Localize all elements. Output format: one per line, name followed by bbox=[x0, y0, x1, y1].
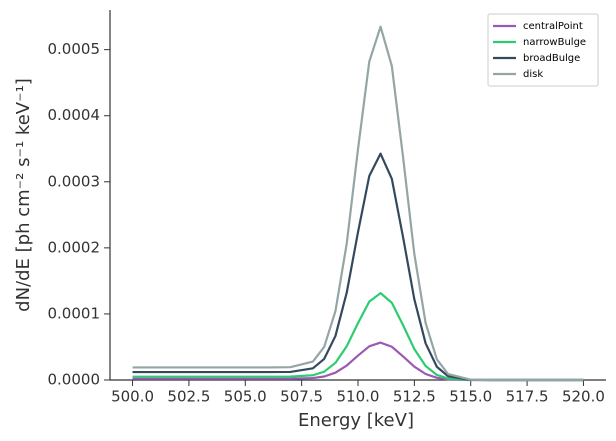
x-tick-label: 510.0 bbox=[337, 388, 380, 406]
y-tick-label: 0.0005 bbox=[48, 40, 101, 58]
legend-label: narrowBulge bbox=[523, 37, 586, 48]
line-series bbox=[132, 341, 584, 382]
line-series bbox=[132, 292, 584, 382]
x-tick-label: 515.0 bbox=[449, 388, 492, 406]
line-series bbox=[132, 152, 584, 382]
y-axis-label: dN/dE [ph cm⁻² s⁻¹ keV⁻¹] bbox=[13, 78, 34, 312]
x-tick-label: 505.0 bbox=[224, 388, 267, 406]
y-tick-label: 0.0001 bbox=[48, 304, 101, 322]
x-axis-label: Energy [keV] bbox=[298, 410, 414, 431]
y-tick-label: 0.0000 bbox=[48, 371, 101, 389]
line-series bbox=[132, 25, 584, 382]
x-tick-label: 520.0 bbox=[562, 388, 605, 406]
legend-label: disk bbox=[523, 69, 543, 80]
y-tick-label: 0.0004 bbox=[48, 106, 101, 124]
x-tick-label: 502.5 bbox=[167, 388, 210, 406]
x-tick-label: 517.5 bbox=[506, 388, 549, 406]
x-tick-label: 500.0 bbox=[111, 388, 154, 406]
x-tick-label: 512.5 bbox=[393, 388, 436, 406]
legend-box bbox=[487, 13, 599, 87]
legend-label: broadBulge bbox=[523, 53, 580, 64]
y-tick-label: 0.0003 bbox=[48, 172, 101, 190]
legend-label: centralPoint bbox=[523, 21, 583, 32]
y-tick-label: 0.0002 bbox=[48, 238, 101, 256]
x-tick-label: 507.5 bbox=[280, 388, 323, 406]
